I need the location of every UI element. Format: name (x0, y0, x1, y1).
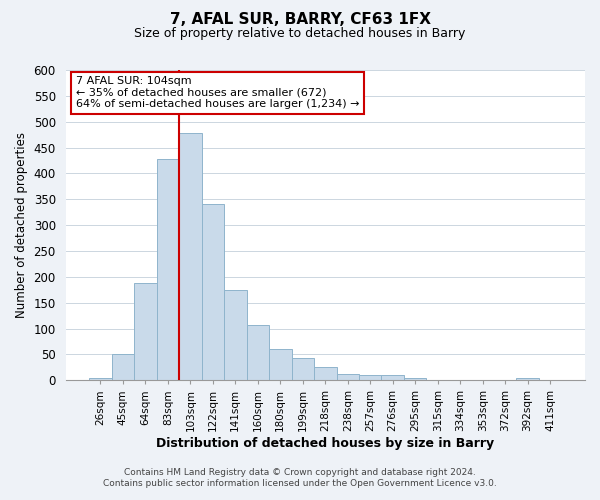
Bar (157, 159, 179, 380)
Bar (179, 133, 202, 380)
Bar (134, 283, 157, 380)
Bar (359, 375, 382, 380)
Bar (202, 204, 224, 380)
Bar (269, 350, 292, 380)
Text: Contains HM Land Registry data © Crown copyright and database right 2024.
Contai: Contains HM Land Registry data © Crown c… (103, 468, 497, 487)
Y-axis label: Number of detached properties: Number of detached properties (15, 132, 28, 318)
X-axis label: Distribution of detached houses by size in Barry: Distribution of detached houses by size … (156, 437, 494, 450)
Bar (292, 358, 314, 380)
Bar (314, 368, 337, 380)
Bar (112, 354, 134, 380)
Bar (89, 378, 112, 380)
Bar (224, 290, 247, 380)
Bar (247, 325, 269, 380)
Bar (517, 378, 539, 380)
Text: 7, AFAL SUR, BARRY, CF63 1FX: 7, AFAL SUR, BARRY, CF63 1FX (170, 12, 431, 28)
Bar (382, 375, 404, 380)
Text: 7 AFAL SUR: 104sqm
← 35% of detached houses are smaller (672)
64% of semi-detach: 7 AFAL SUR: 104sqm ← 35% of detached hou… (76, 76, 359, 110)
Bar (337, 374, 359, 380)
Text: Size of property relative to detached houses in Barry: Size of property relative to detached ho… (134, 28, 466, 40)
Bar (404, 378, 427, 380)
